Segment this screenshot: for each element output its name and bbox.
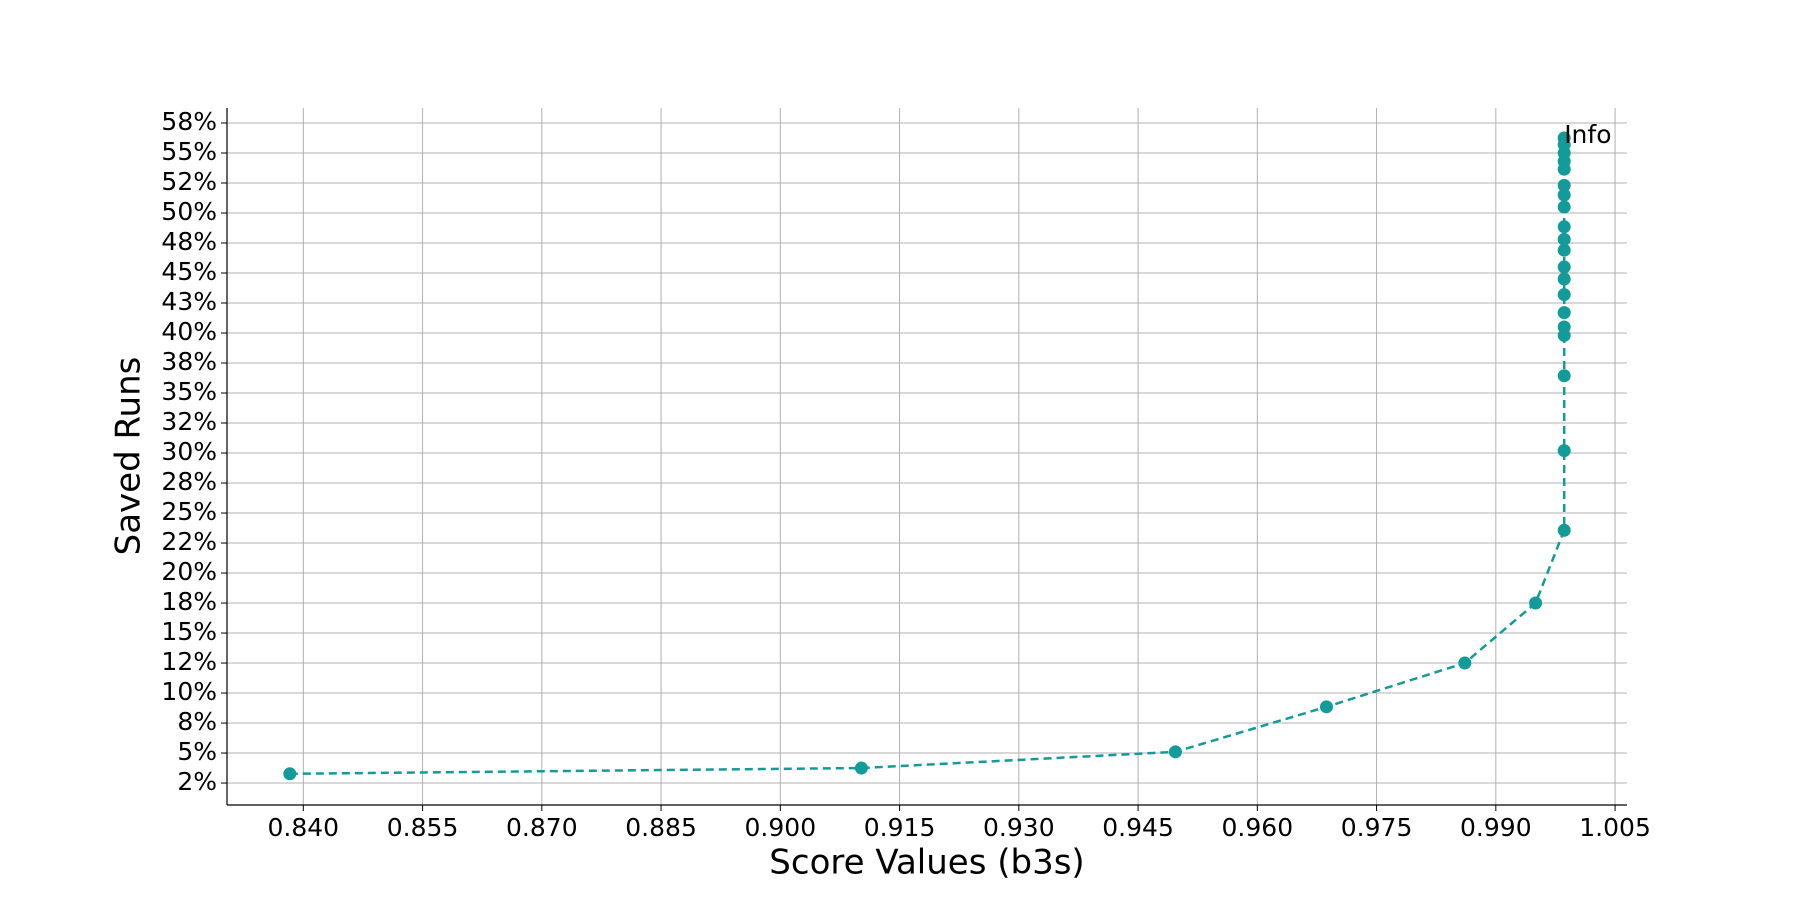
y-tick-label: 12% [161,647,217,676]
y-tick-label: 43% [161,287,217,316]
data-point [1168,745,1182,759]
y-tick-label: 55% [161,137,217,166]
data-point [854,761,868,775]
annotation: Info [1564,120,1611,149]
y-axis-label: Saved Runs [109,357,149,556]
y-tick-label: 50% [161,197,217,226]
data-point [1458,656,1472,670]
y-tick-label: 8% [177,707,217,736]
data-point [1557,220,1571,234]
y-tick-label: 32% [161,407,217,436]
data-point [1557,178,1571,192]
y-tick-label: 22% [161,527,217,556]
x-tick-label: 0.855 [387,813,459,842]
x-tick-label: 0.990 [1460,813,1532,842]
y-tick-label: 52% [161,167,217,196]
data-point [1557,272,1571,286]
y-tick-label: 30% [161,437,217,466]
data-point [1557,444,1571,458]
y-tick-label: 28% [161,467,217,496]
data-point [1557,523,1571,537]
data-point [1557,306,1571,320]
data-point [1557,369,1571,383]
data-point [1557,288,1571,302]
y-tick-label: 10% [161,677,217,706]
y-tick-label: 15% [161,617,217,646]
x-tick-label: 0.975 [1341,813,1413,842]
x-tick-label: 0.945 [1102,813,1174,842]
y-tick-label: 40% [161,317,217,346]
x-tick-label: 0.930 [983,813,1055,842]
data-point [1529,596,1543,610]
x-tick-label: 0.915 [864,813,936,842]
y-tick-label: 25% [161,497,217,526]
x-axis-label: Score Values (b3s) [769,843,1084,883]
x-tick-label: 0.960 [1222,813,1294,842]
y-tick-label: 35% [161,377,217,406]
y-tick-label: 18% [161,587,217,616]
data-point [1557,320,1571,334]
y-tick-label: 20% [161,557,217,586]
data-point [1557,243,1571,257]
y-tick-label: 58% [161,107,217,136]
data-point [1557,188,1571,202]
x-tick-label: 0.870 [506,813,578,842]
x-tick-label: 0.900 [745,813,817,842]
data-point [1557,131,1571,145]
data-point [283,767,297,781]
data-point [1557,200,1571,214]
data-point [1557,260,1571,274]
x-tick-label: 0.840 [268,813,340,842]
data-point [1557,232,1571,246]
data-point [1319,700,1333,714]
y-tick-label: 2% [177,767,217,796]
x-tick-label: 1.005 [1579,813,1651,842]
y-tick-label: 38% [161,347,217,376]
y-tick-label: 45% [161,257,217,286]
data-line [289,138,1566,776]
y-tick-label: 48% [161,227,217,256]
y-tick-label: 5% [177,737,217,766]
x-tick-label: 0.885 [625,813,697,842]
